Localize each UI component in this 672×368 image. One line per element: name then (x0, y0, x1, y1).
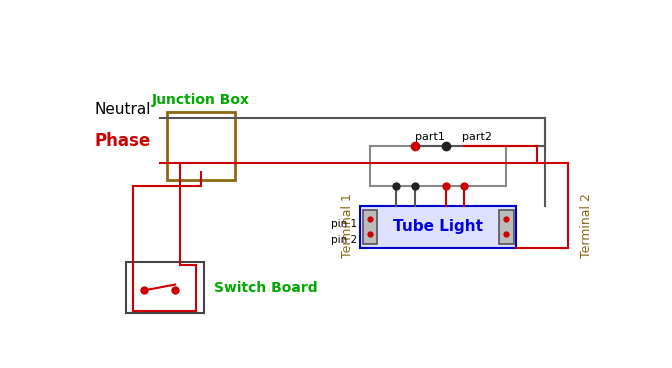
Text: pin 1: pin 1 (331, 219, 358, 229)
Text: pin 2: pin 2 (331, 235, 358, 245)
Bar (363, 210, 377, 244)
Text: Junction Box: Junction Box (152, 93, 250, 107)
Text: part2: part2 (462, 132, 492, 142)
Text: Terminal 2: Terminal 2 (580, 193, 593, 258)
Text: Terminal 1: Terminal 1 (341, 193, 353, 258)
Bar (126, 262, 204, 314)
Text: Switch Board: Switch Board (214, 281, 318, 295)
Bar (360, 206, 516, 248)
Bar (370, 146, 506, 186)
Bar (499, 210, 513, 244)
Text: part1: part1 (415, 132, 446, 142)
Text: Tube Light: Tube Light (393, 219, 483, 234)
Text: Neutral: Neutral (94, 102, 151, 117)
Text: Phase: Phase (94, 131, 151, 149)
Bar (167, 112, 235, 180)
